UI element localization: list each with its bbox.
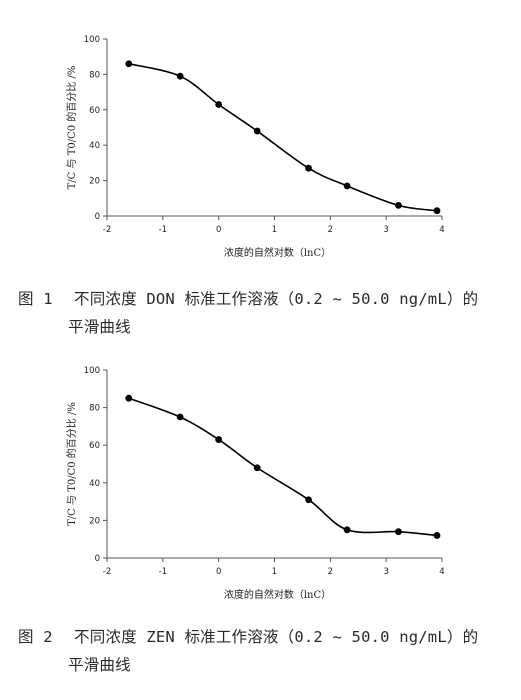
x-axis-title: 浓度的自然对数（lnC） [224,246,331,259]
y-axis-title: T/C 与 T0/C0 的百分比 /% [65,66,78,190]
line-chart-2: 0 20 40 60 80 100 -2 -1 0 1 2 3 4 浓度的自然对数（lnC） T/C 与 T… [65,366,445,601]
y-tick-label: 60 [89,441,100,451]
series-line [128,63,438,212]
data-point [305,496,312,504]
x-tick-label: 2 [328,567,333,577]
data-point [253,464,261,472]
figure-1: 0 20 40 60 80 100 -2 -1 0 1 2 3 4 浓度的自然对数（lnC） T/C 与 T… [18,35,508,341]
x-tick-label: 3 [383,567,388,577]
y-tick-label: 80 [89,70,100,80]
x-tick-label: 1 [272,567,277,577]
data-point [305,164,312,172]
x-tick-label: 4 [439,225,444,235]
y-tick-label: 80 [89,404,100,414]
caption-line-1: 不同浓度 DON 标准工作溶液（0.2 ~ 50.0 ng/mL）的 [74,290,479,308]
y-axis-title: T/C 与 T0/C0 的百分比 /% [65,402,78,526]
x-tick-label: 0 [216,567,221,577]
x-axis-title: 浓度的自然对数（lnC） [224,588,331,601]
data-point [395,201,402,209]
data-point [215,436,223,443]
x-tick-label: 4 [439,567,444,577]
caption-number: 图 2 [18,628,53,646]
x-tick-label: 1 [272,225,277,235]
caption-number: 图 1 [18,290,53,308]
data-point [125,394,133,402]
data-point [395,528,402,536]
caption-line-2: 平滑曲线 [68,656,131,674]
line-chart-1: 0 20 40 60 80 100 -2 -1 0 1 2 3 4 浓度的自然对数（lnC） T/C 与 T… [65,35,445,259]
data-point [215,101,223,108]
x-tick-label: -2 [103,567,111,577]
data-point [343,182,351,190]
x-tick-label: 2 [328,225,333,235]
caption-line-2: 平滑曲线 [68,318,131,336]
caption-line-1: 不同浓度 ZEN 标准工作溶液（0.2 ~ 50.0 ng/mL）的 [74,628,479,646]
data-point [433,207,441,215]
data-point [343,526,351,534]
x-tick-label: -1 [159,567,167,577]
figure-2: 0 20 40 60 80 100 -2 -1 0 1 2 3 4 浓度的自然对数（lnC） T/C 与 T… [0,350,521,700]
y-tick-label: 0 [95,212,100,222]
y-tick-label: 100 [84,35,100,45]
data-point [433,532,441,539]
y-tick-label: 100 [84,366,100,376]
x-tick-label: -2 [103,225,111,235]
data-point [253,127,261,135]
y-tick-label: 20 [89,516,100,526]
data-point [176,72,184,80]
x-tick-label: -1 [159,225,167,235]
figure-caption-1: 图 1 不同浓度 DON 标准工作溶液（0.2 ~ 50.0 ng/mL）的 平滑… [18,285,508,341]
data-point [176,413,184,421]
y-tick-label: 20 [89,177,100,187]
data-point [125,60,133,68]
x-tick-label: 0 [216,225,221,235]
figure-caption-2: 图 2 不同浓度 ZEN 标准工作溶液（0.2 ~ 50.0 ng/mL）的 平滑… [18,623,508,679]
y-tick-label: 0 [95,554,100,564]
x-tick-label: 3 [383,225,388,235]
y-tick-label: 60 [89,106,100,116]
series-line [128,397,438,537]
y-tick-label: 40 [89,141,100,151]
y-tick-label: 40 [89,479,100,489]
